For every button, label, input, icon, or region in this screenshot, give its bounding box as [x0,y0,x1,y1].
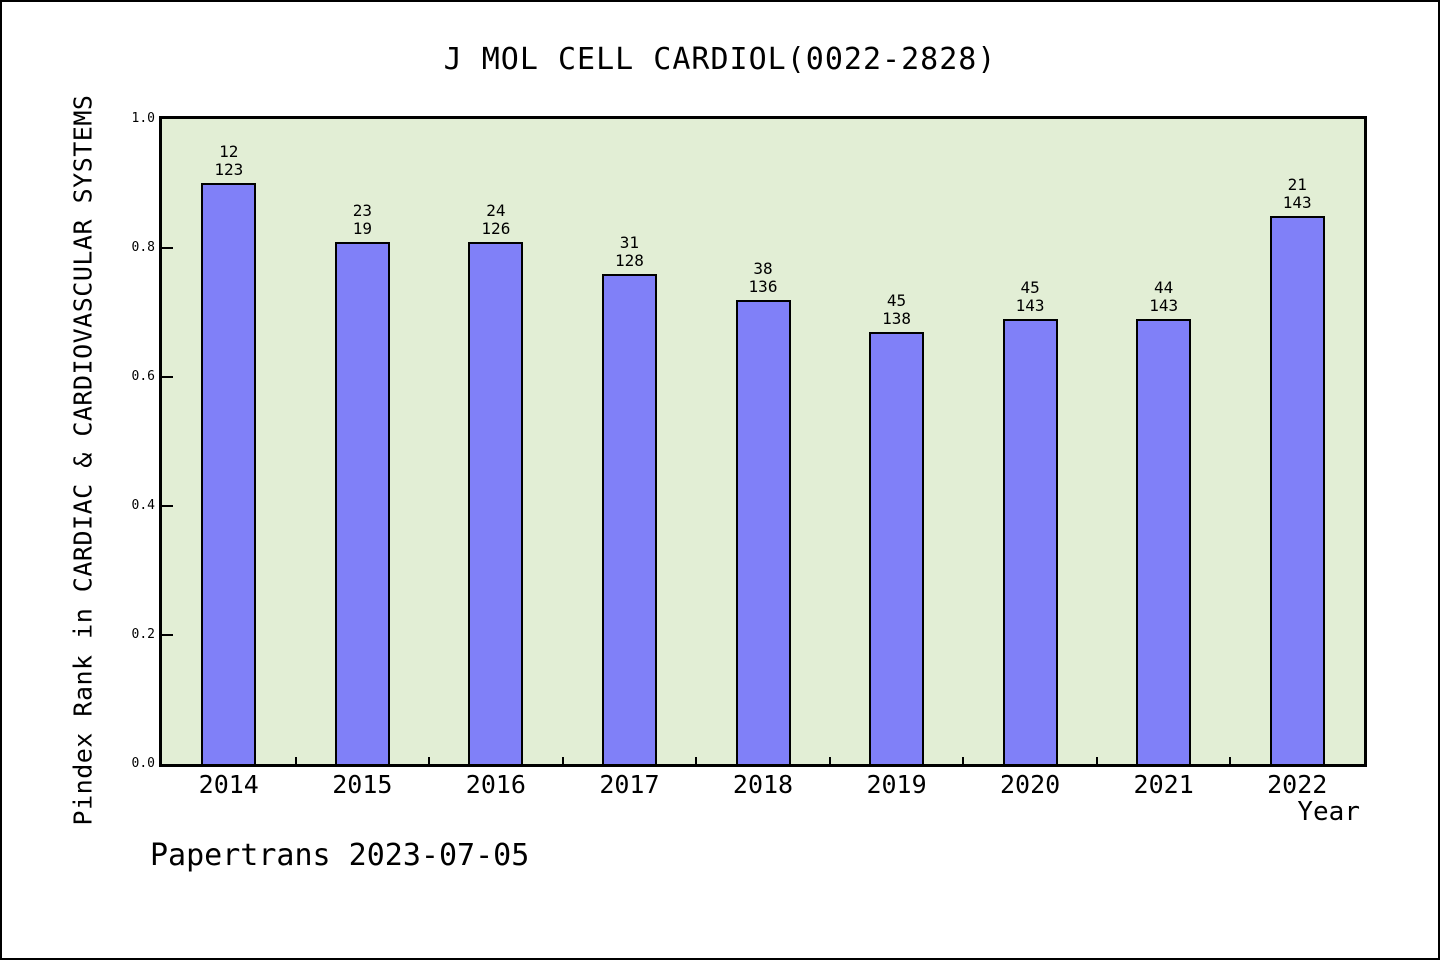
bar-2019 [869,332,925,764]
bar-value-label-2018: 38 136 [748,259,778,296]
x-boundary-tick [695,757,698,764]
bar-value-label-2019: 45 138 [882,291,911,328]
y-tick-label: 1.0 [131,111,155,126]
plot-area: 12 123 23 19 24 126 31 128 38 136 45 138 45 143 44 143 2… [159,116,1367,767]
x-boundary-tick [1095,757,1098,764]
bar-value-label-2020: 45 143 [1015,278,1045,315]
y-tick-label: 0.2 [131,627,155,642]
x-boundary-tick [828,757,831,764]
y-tick-label: 0.0 [131,756,155,771]
bar-2022 [1269,216,1325,764]
bar-value-label-2022: 21 143 [1282,175,1312,212]
y-tick-label: 0.8 [131,240,155,255]
x-boundary-tick [428,757,431,764]
footer-text: Papertrans 2023-07-05 [150,838,530,873]
x-tick-label-2019: 2019 [866,770,927,799]
x-tick-label-2015: 2015 [332,770,393,799]
y-axis-label: Pindex Rank in CARDIAC & CARDIOVASCULAR … [68,94,98,826]
y-tick-mark [162,247,173,249]
chart-title: J MOL CELL CARDIOL(0022-2828) [443,42,997,77]
bar-2015 [334,242,390,764]
x-boundary-tick [1229,757,1232,764]
bar-value-label-2015: 23 19 [352,201,372,238]
bar-2021 [1136,319,1192,764]
bar-value-label-2017: 31 128 [614,233,644,270]
x-boundary-tick [561,757,564,764]
y-tick-mark [162,634,173,636]
x-tick-label-2017: 2017 [599,770,660,799]
bar-value-label-2016: 24 126 [481,201,511,238]
x-tick-label-2016: 2016 [465,770,526,799]
bar-2020 [1002,319,1058,764]
bar-2014 [201,183,257,764]
bar-2018 [735,300,791,764]
y-tick-mark [162,376,173,378]
y-tick-label: 0.6 [131,369,155,384]
y-tick-label: 0.4 [131,498,155,513]
x-tick-label-2021: 2021 [1133,770,1194,799]
x-tick-label-2018: 2018 [732,770,794,799]
x-tick-label-2014: 2014 [198,770,259,799]
x-tick-label-2022: 2022 [1267,770,1328,799]
x-tick-label-2020: 2020 [1000,770,1061,799]
x-axis-label: Year [1297,797,1360,827]
x-boundary-tick [962,757,965,764]
bar-2017 [601,274,657,764]
x-boundary-tick [294,757,297,764]
bar-value-label-2021: 44 143 [1149,278,1179,315]
y-tick-mark [162,505,173,507]
bar-2016 [468,242,524,764]
bar-value-label-2014: 12 123 [214,142,244,179]
